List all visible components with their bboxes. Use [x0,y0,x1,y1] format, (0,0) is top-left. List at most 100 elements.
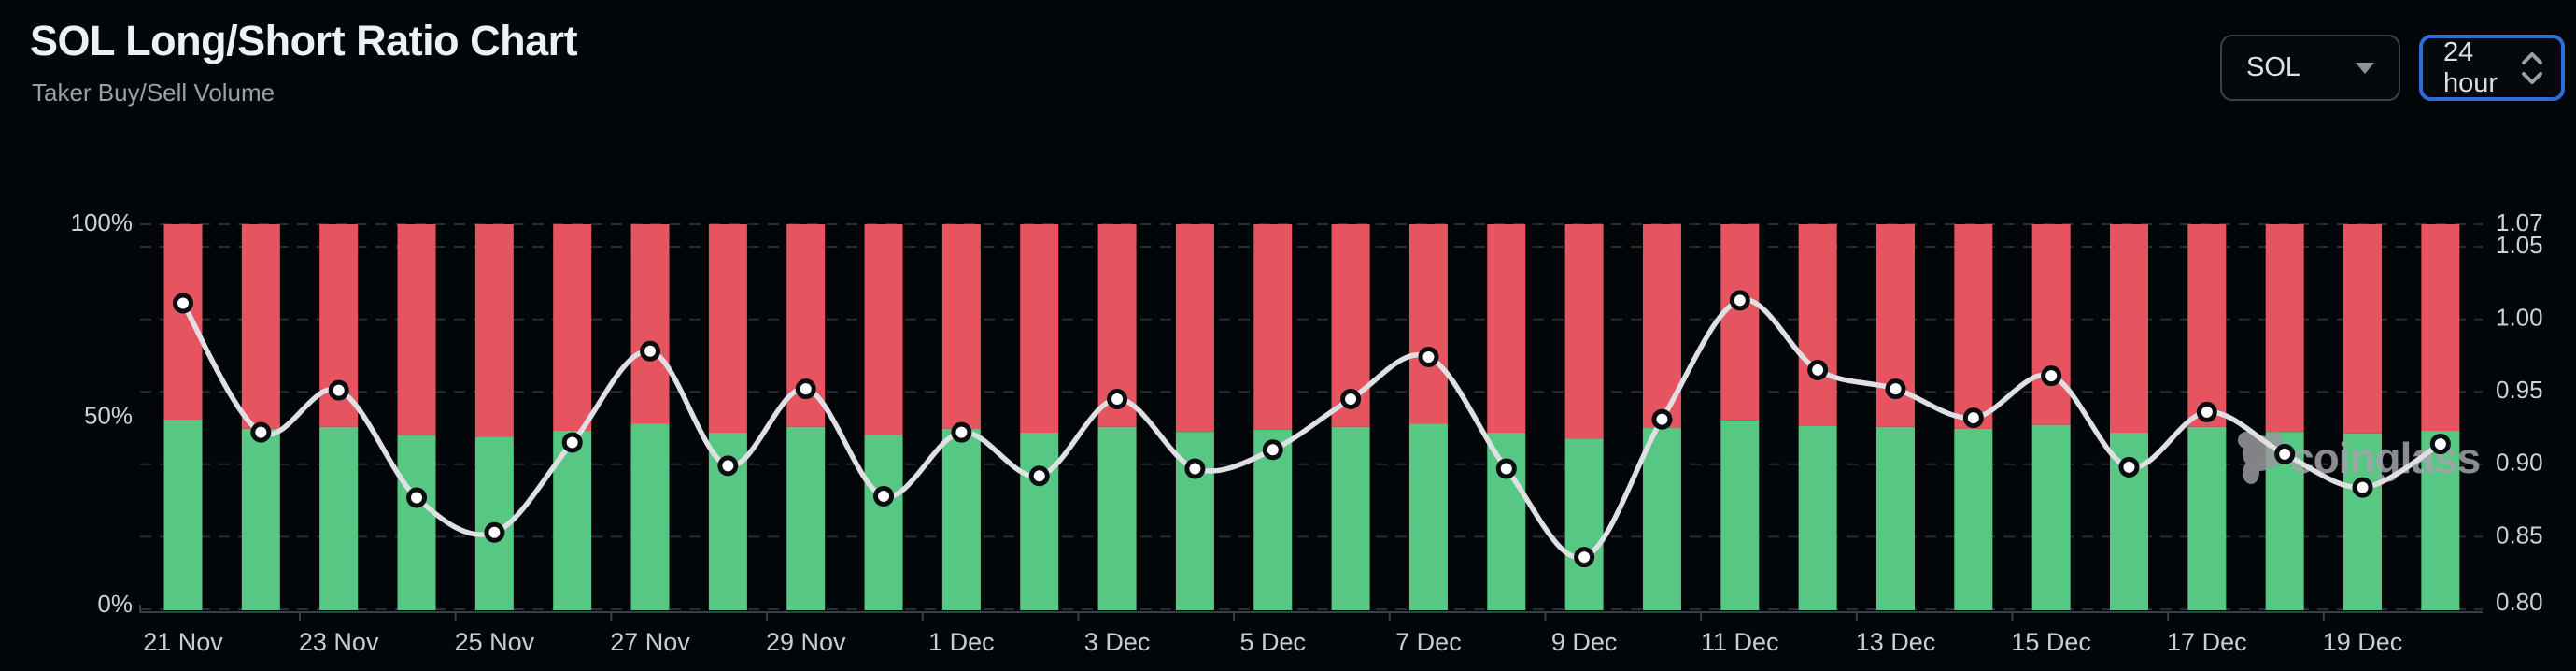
sell-bar-segment[interactable] [1020,224,1059,434]
volume-bars[interactable] [163,224,2460,610]
left-axis-label: 100% [71,208,134,236]
line-point[interactable] [406,487,428,508]
axes: 100% 50% 0% 1.071.05 1.00 0.95 0.90 0.85 0.80 21 … [71,208,2543,656]
buy-bar-segment[interactable] [864,435,903,610]
line-point[interactable] [640,340,661,362]
line-point[interactable] [250,421,272,443]
sell-bar-segment[interactable] [397,224,436,435]
ratio-line-series[interactable] [173,290,2451,568]
sell-bar-segment[interactable] [1954,224,1993,429]
line-point[interactable] [1962,407,1984,429]
sell-bar-segment[interactable] [2110,224,2148,434]
buy-bar-segment[interactable] [397,435,436,610]
line-point[interactable] [1651,408,1673,430]
sell-bar-segment[interactable] [474,224,514,437]
sell-bar-segment[interactable] [1253,224,1293,430]
buy-bar-segment[interactable] [2343,433,2383,610]
sell-bar-segment[interactable] [163,224,203,420]
x-axis-label: 27 Nov [610,628,690,656]
x-axis-label: 21 Nov [143,628,223,656]
sell-bar-segment[interactable] [1487,224,1526,434]
line-point[interactable] [561,432,583,453]
x-axis-label: 17 Dec [2167,628,2247,656]
line-point[interactable] [1340,388,1362,409]
buy-bar-segment[interactable] [1720,420,1760,610]
line-point[interactable] [717,455,739,477]
line-point[interactable] [328,379,349,401]
sell-bar-segment[interactable] [630,224,670,424]
line-point[interactable] [1107,388,1128,409]
interval-select-value: 24 hour [2443,36,2498,98]
line-point[interactable] [2352,477,2373,498]
ratio-line [180,297,2443,561]
x-axis-label: 7 Dec [1395,628,1462,656]
line-point[interactable] [2041,365,2062,387]
sell-bar-segment[interactable] [2031,224,2071,425]
buy-bar-segment[interactable] [786,426,826,610]
x-axis-label: 5 Dec [1239,628,1306,656]
symbol-select[interactable]: SOL [2220,35,2400,101]
buy-bar-segment[interactable] [1642,428,1681,610]
line-point[interactable] [1184,458,1206,479]
buy-bar-segment[interactable] [1408,423,1448,610]
sell-bar-segment[interactable] [708,224,747,434]
left-axis-label: 0% [97,590,133,618]
buy-bar-segment[interactable] [1020,433,1059,610]
x-axis-label: 29 Nov [766,628,846,656]
buy-bar-segment[interactable] [1875,426,1915,610]
buy-bar-segment[interactable] [2421,430,2460,610]
right-axis-label: 0.90 [2496,449,2543,477]
right-axis-label: 1.05 [2496,231,2543,259]
line-point[interactable] [951,421,972,443]
sell-bar-segment[interactable] [941,224,981,429]
buy-bar-segment[interactable] [2187,426,2227,610]
line-point[interactable] [2274,443,2296,464]
line-point[interactable] [873,485,895,507]
line-point[interactable] [795,378,816,400]
sell-bar-segment[interactable] [1175,224,1214,433]
buy-bar-segment[interactable] [241,428,280,610]
line-point[interactable] [173,293,193,314]
line-point[interactable] [2196,401,2217,422]
line-point[interactable] [2118,456,2140,478]
buy-bar-segment[interactable] [941,428,981,610]
sell-bar-segment[interactable] [864,224,903,435]
sell-bar-segment[interactable] [1720,224,1760,421]
buy-bar-segment[interactable] [1097,426,1137,610]
sell-bar-segment[interactable] [2421,224,2460,431]
buy-bar-segment[interactable] [630,423,670,610]
line-point[interactable] [1807,359,1829,380]
buy-bar-segment[interactable] [1564,438,1604,610]
line-point[interactable] [1028,465,1050,487]
line-point[interactable] [1885,378,1906,400]
caret-down-icon [2356,62,2374,74]
sell-bar-segment[interactable] [2265,224,2304,433]
right-axis-label: 1.07 [2496,208,2543,236]
line-point[interactable] [484,521,505,543]
sell-bar-segment[interactable] [1408,224,1448,424]
buy-bar-segment[interactable] [2031,424,2071,610]
sell-bar-segment[interactable] [2343,224,2383,434]
line-point[interactable] [1729,290,1750,311]
sell-bar-segment[interactable] [1564,224,1604,439]
sell-bar-segment[interactable] [2187,224,2227,427]
buy-bar-segment[interactable] [319,426,359,610]
interval-select[interactable]: 24 hour [2419,35,2565,101]
line-point[interactable] [1418,346,1439,367]
sell-bar-segment[interactable] [241,224,280,429]
buy-bar-segment[interactable] [1954,428,1993,610]
line-point[interactable] [1495,458,1517,479]
right-axis-label: 0.85 [2496,521,2543,549]
buy-bar-segment[interactable] [1331,426,1370,610]
buy-bar-segment[interactable] [1798,425,1837,610]
x-axis-label: 23 Nov [299,628,379,656]
sell-bar-segment[interactable] [1798,224,1837,426]
page-title: SOL Long/Short Ratio Chart [30,17,578,64]
buy-bar-segment[interactable] [163,419,203,610]
sell-bar-segment[interactable] [553,224,592,431]
line-point[interactable] [1574,547,1595,568]
line-point[interactable] [2429,434,2451,455]
line-point[interactable] [1262,439,1283,461]
